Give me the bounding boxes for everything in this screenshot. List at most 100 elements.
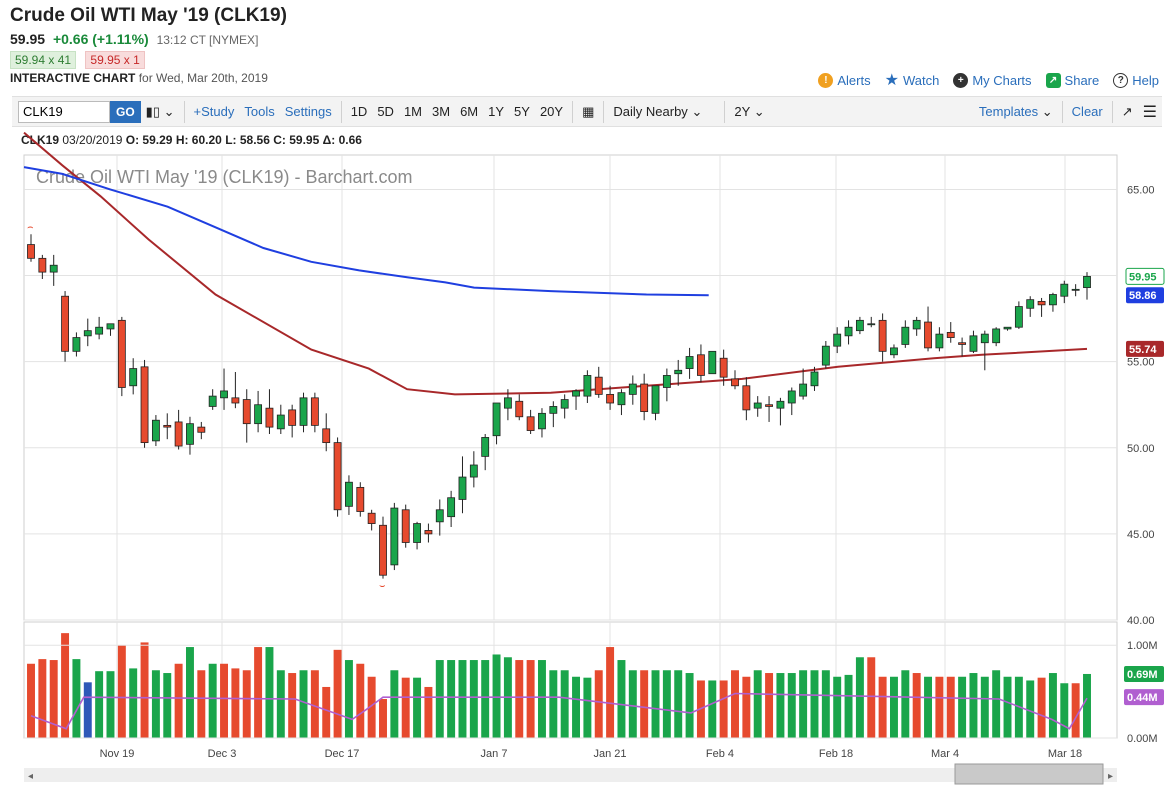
candle-body [912, 319, 921, 330]
period-5d[interactable]: 5D [377, 104, 394, 119]
share-link[interactable]: ↗ Share [1045, 70, 1099, 90]
candle [413, 521, 421, 550]
volume-bar [61, 633, 70, 738]
ma-red-label-bg [1126, 340, 1164, 357]
candle [867, 316, 876, 328]
volume-pane [23, 621, 1118, 739]
candle [288, 404, 297, 438]
candle-body [356, 486, 365, 512]
period-6m[interactable]: 6M [460, 104, 479, 119]
volume-bar [151, 670, 160, 738]
candle [492, 402, 501, 445]
my-charts-link[interactable]: + My Charts [953, 70, 1032, 90]
watch-link[interactable]: ★ Watch [885, 70, 940, 90]
period-3m[interactable]: 3M [432, 104, 451, 119]
help-label: Help [1132, 72, 1159, 88]
volume-bar [844, 674, 853, 738]
candle [594, 366, 603, 398]
candle-body [674, 369, 683, 375]
candle [538, 408, 546, 438]
volume-bar [413, 677, 422, 738]
volume-bar [685, 673, 694, 738]
calendar-icon[interactable]: ▦ [582, 103, 595, 119]
clear-button[interactable]: Clear [1071, 104, 1103, 119]
candlestick-icon: ▮▯ [145, 103, 160, 119]
period-5y[interactable]: 5Y [514, 104, 530, 119]
candle [333, 437, 342, 517]
templates-dropdown[interactable]: Templates ⌄ [974, 104, 1058, 120]
settings-button[interactable]: Settings [284, 104, 332, 119]
candle-body [685, 356, 694, 369]
alerts-link[interactable]: ! Alerts [818, 70, 871, 90]
plus-circle-icon: + [953, 72, 969, 88]
tools-button[interactable]: Tools [244, 104, 275, 119]
period-1y[interactable]: 1Y [488, 104, 505, 119]
study-button[interactable]: +Study [193, 104, 235, 119]
volume-bar [1083, 673, 1091, 738]
volume-label-bg [1124, 665, 1164, 682]
volume-bar [628, 670, 637, 738]
candle-body [288, 409, 297, 426]
candle-body [855, 319, 864, 332]
candle [765, 396, 773, 422]
volume-bar [912, 673, 921, 738]
candle-body [901, 326, 910, 345]
candle [231, 372, 240, 409]
candle [662, 368, 671, 402]
candle-body [1083, 276, 1091, 289]
candle-body [72, 337, 81, 352]
interval-dropdown[interactable]: Daily Nearby ⌄ [608, 104, 720, 120]
volume-bar [1003, 676, 1012, 738]
x-tick-label: Mar 4 [931, 748, 959, 760]
volume-bar [288, 673, 297, 738]
candle [753, 396, 762, 417]
candle-body [27, 244, 35, 259]
volume-label: 0.69M [1127, 669, 1158, 681]
symbol-input[interactable] [18, 100, 110, 123]
candle [356, 482, 365, 517]
period-1m[interactable]: 1M [403, 104, 423, 119]
candle-body [572, 390, 580, 397]
divider [572, 100, 574, 123]
volume-bar [95, 671, 104, 738]
scrollbar-track [24, 768, 1117, 782]
period-1d[interactable]: 1D [350, 104, 368, 119]
candle [1026, 296, 1035, 317]
candle-body [719, 357, 728, 378]
candle [1037, 297, 1046, 317]
range-dropdown[interactable]: 2Y ⌄ [729, 104, 781, 120]
candle-body [424, 530, 433, 535]
candle [697, 344, 705, 383]
candle [197, 421, 206, 440]
candle [390, 502, 399, 571]
help-icon: ? [1113, 72, 1129, 88]
menu-icon[interactable]: ☰ [1142, 103, 1157, 121]
volume-bar [379, 699, 387, 738]
candle [855, 316, 864, 335]
go-button[interactable]: GO [110, 100, 141, 123]
volume-bar [220, 663, 229, 738]
candle-body [958, 342, 967, 345]
scrollbar-thumb [954, 763, 1104, 785]
candle [1060, 280, 1069, 304]
candle-body [163, 424, 172, 428]
divider [603, 100, 605, 123]
ohlc-high: H: 60.20 [175, 133, 222, 147]
period-20y[interactable]: 20Y [539, 104, 564, 119]
bid-ask: 59.94 x 41 59.95 x 1 [10, 51, 145, 69]
volume-bar [333, 649, 342, 738]
volume-bar [469, 660, 478, 738]
candle-body [515, 400, 524, 418]
candle [265, 389, 274, 434]
templates-label: Templates [978, 103, 1039, 119]
expand-icon[interactable]: ↗ [1121, 103, 1133, 119]
candle [401, 504, 410, 548]
candle [95, 316, 104, 340]
candle-body [1003, 326, 1012, 330]
candle [220, 368, 228, 410]
volume-bar [49, 660, 58, 738]
help-link[interactable]: ? Help [1113, 70, 1159, 90]
chart-type-dropdown[interactable]: ▮▯ ⌄ [141, 104, 180, 120]
volume-bar [958, 676, 967, 738]
